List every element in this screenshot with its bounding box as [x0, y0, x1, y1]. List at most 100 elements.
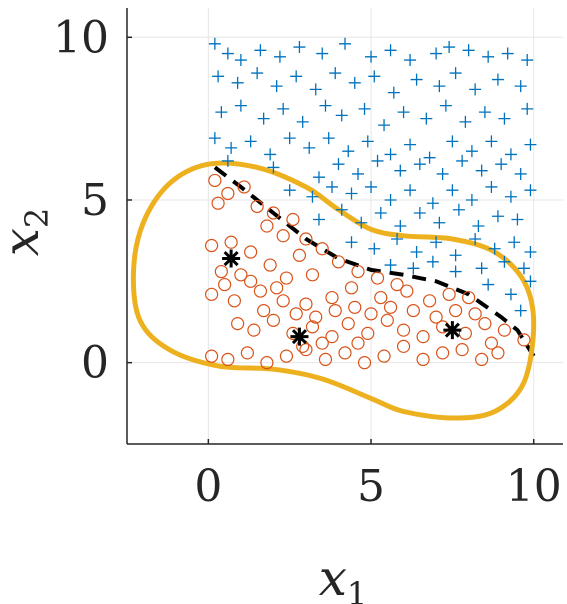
circle-marker	[478, 317, 492, 331]
plus-marker	[404, 184, 417, 197]
circle-marker	[276, 294, 290, 308]
circle-marker	[260, 219, 274, 233]
circle-marker	[218, 277, 232, 292]
circle-marker	[204, 349, 219, 363]
plus-marker	[283, 184, 296, 197]
circle-marker	[244, 274, 258, 288]
plus-marker	[306, 190, 319, 203]
circle-marker	[266, 206, 281, 220]
circle-marker	[263, 258, 277, 272]
plus-marker	[430, 47, 443, 60]
circle-marker	[416, 352, 430, 367]
plus-marker	[504, 190, 517, 203]
plus-marker	[384, 148, 397, 161]
plus-marker	[508, 236, 521, 249]
plus-marker	[524, 246, 537, 259]
plus-marker	[524, 275, 537, 288]
circle-marker	[449, 303, 463, 318]
plus-marker	[498, 255, 511, 268]
x-axis-label: x1	[319, 549, 368, 604]
circle-marker	[491, 346, 505, 360]
circle-marker	[383, 300, 398, 314]
circle-marker	[436, 346, 450, 360]
plus-marker	[491, 73, 504, 86]
plus-marker	[208, 132, 221, 145]
plus-marker	[517, 262, 530, 275]
plus-marker	[488, 242, 501, 255]
dashed-boundary-line	[213, 165, 536, 358]
axis-layer: 0 5 10 0 5 10	[53, 8, 563, 512]
plus-marker	[270, 80, 283, 93]
circle-marker	[374, 290, 388, 305]
plus-marker	[524, 184, 537, 197]
plus-marker	[472, 220, 485, 232]
x-tick-label: 10	[506, 461, 562, 512]
circle-marker	[429, 310, 443, 324]
circle-marker	[422, 294, 437, 308]
plus-marker	[244, 135, 257, 148]
circle-marker	[224, 235, 238, 249]
circle-marker	[244, 245, 258, 259]
circle-marker	[341, 317, 355, 331]
circle-marker	[484, 336, 499, 350]
plus-marker	[368, 70, 381, 83]
plus-marker	[345, 236, 358, 249]
plus-marker	[443, 41, 456, 54]
plus-marker	[469, 83, 482, 96]
plus-marker	[329, 67, 342, 80]
circle-marker	[237, 180, 251, 194]
plus-marker	[521, 54, 534, 67]
circle-marker	[344, 281, 359, 295]
y-tick-label: 5	[81, 175, 109, 226]
plus-marker	[319, 99, 332, 112]
plus-marker	[312, 171, 325, 184]
circle-marker	[247, 323, 261, 337]
marker-layer	[204, 37, 537, 370]
circle-marker	[292, 248, 307, 262]
star-marker	[443, 321, 462, 340]
plus-marker	[465, 193, 478, 206]
plus-marker	[257, 112, 270, 125]
plus-marker	[482, 50, 495, 63]
plus-marker	[420, 112, 433, 125]
circle-marker	[270, 281, 284, 295]
circle-marker	[257, 303, 271, 318]
plus-marker	[394, 164, 407, 177]
circle-marker	[309, 310, 323, 324]
circle-marker	[240, 346, 254, 360]
plus-marker	[316, 47, 329, 60]
circle-marker	[221, 352, 235, 367]
circle-marker	[328, 303, 342, 318]
plus-marker	[355, 216, 368, 229]
circle-marker	[204, 238, 219, 253]
plus-marker	[384, 259, 397, 272]
plus-marker	[361, 135, 374, 148]
star-marker	[290, 327, 309, 346]
plus-marker	[404, 54, 417, 67]
circle-marker	[214, 264, 228, 279]
circle-marker	[396, 323, 411, 337]
plus-marker	[462, 44, 475, 57]
plus-marker	[524, 138, 537, 151]
plus-marker	[514, 304, 527, 317]
circle-marker	[260, 356, 274, 370]
plus-marker	[482, 278, 495, 291]
plus-marker	[322, 132, 335, 145]
circle-marker	[351, 336, 365, 350]
x-tick-label: 0	[194, 461, 222, 512]
circle-marker	[517, 333, 531, 347]
y-tick-label: 0	[81, 338, 109, 389]
circle-marker	[318, 352, 333, 367]
plus-marker	[501, 47, 514, 60]
plus-marker	[335, 203, 348, 216]
plus-marker	[452, 203, 465, 216]
plus-marker	[514, 167, 527, 180]
plus-marker	[267, 161, 280, 174]
plus-marker	[449, 67, 462, 80]
circle-marker	[458, 326, 472, 340]
plus-marker	[449, 265, 462, 278]
circle-marker	[468, 307, 482, 321]
plus-marker	[407, 262, 420, 275]
plus-marker	[430, 236, 443, 249]
